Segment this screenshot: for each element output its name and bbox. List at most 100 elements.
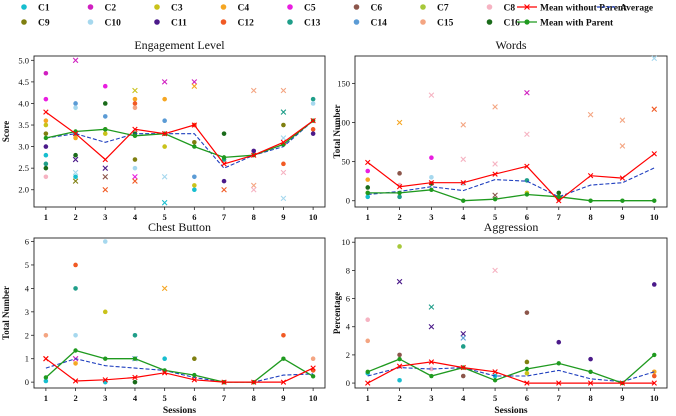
panel-title: Chest Button — [148, 220, 211, 234]
data-point — [221, 178, 227, 184]
x-tick-label: 5 — [163, 212, 167, 222]
data-point-x — [428, 304, 435, 310]
data-point — [365, 338, 371, 344]
x-tick-label: 1 — [44, 393, 48, 403]
mean-with-parent-point — [397, 190, 402, 196]
x-tick-label: 2 — [73, 393, 77, 403]
data-point — [43, 332, 49, 338]
x-tick-label: 8 — [252, 393, 256, 403]
x-tick-label: 10 — [309, 212, 318, 222]
data-point-x — [396, 278, 403, 285]
y-tick-label: 0 — [25, 377, 29, 387]
mean-with-parent-line — [45, 349, 314, 383]
legend-marker-c14 — [353, 19, 360, 25]
data-point-x — [250, 87, 257, 94]
y-tick-label: 10 — [342, 237, 351, 247]
x-tick-label: 9 — [620, 393, 624, 403]
y-tick-label: 150 — [337, 78, 350, 88]
legend-label-c5: C5 — [304, 4, 316, 14]
data-point — [43, 131, 49, 136]
x-tick-label: 2 — [73, 212, 77, 222]
mean-without-parent-point — [221, 161, 227, 167]
data-point-x — [280, 109, 287, 115]
data-point — [162, 144, 167, 149]
data-point — [73, 262, 78, 268]
plot-frame — [354, 237, 668, 389]
x-tick-label: 8 — [588, 393, 592, 403]
panel-title: Words — [495, 38, 526, 52]
data-point — [556, 190, 562, 196]
legend-marker-c13 — [287, 19, 293, 25]
data-point — [221, 131, 227, 136]
data-point-x — [428, 92, 435, 98]
data-point-x — [492, 161, 498, 167]
mean-without-parent-point — [102, 156, 108, 163]
mean-without-parent-point — [72, 130, 79, 137]
legend-line-label-3: Mean with Parent — [540, 19, 614, 29]
data-point — [102, 239, 108, 244]
data-point-x — [280, 135, 287, 141]
legend: C1 C2 C3 C4 C5 C6 C7 C8 C9 C10 C11 C12 C13 C14 C15 C16 M… — [21, 4, 653, 29]
data-point — [43, 152, 49, 158]
mean-without-parent-point — [460, 180, 466, 186]
panel-2: Words 0 50 100 150 1 2 3 4 5 6 7 8 9 10 Total Number — [332, 38, 668, 222]
legend-line-marker-x — [524, 4, 530, 10]
data-point — [310, 101, 316, 106]
data-point-x — [250, 182, 257, 189]
legend-line-label-1: Mean without Parent — [540, 4, 627, 14]
data-point — [43, 144, 49, 149]
y-tick-label: 2.0 — [18, 185, 29, 195]
data-point — [651, 373, 657, 379]
mean-without-parent-line — [367, 361, 655, 384]
average-line — [45, 358, 314, 383]
mean-with-parent-point — [310, 374, 316, 379]
mean-with-parent-line — [45, 120, 314, 159]
y-tick-label: 100 — [337, 118, 350, 128]
data-point — [43, 96, 49, 102]
legend-label-c15: C15 — [437, 19, 454, 29]
mean-with-parent-point — [281, 356, 286, 361]
data-point-x — [524, 89, 530, 96]
mean-with-parent-point — [492, 378, 498, 383]
y-tick-label: 3.5 — [18, 120, 29, 130]
mean-with-parent-point — [73, 348, 78, 353]
mean-without-parent-point — [280, 139, 287, 145]
panel-title: Aggression — [484, 220, 539, 234]
x-axis-label: Sessions — [163, 406, 197, 416]
data-point — [397, 244, 402, 249]
mean-without-parent-point — [556, 380, 562, 386]
data-point — [192, 356, 197, 362]
x-tick-label: 7 — [222, 393, 227, 403]
data-point-x — [460, 122, 467, 128]
x-tick-label: 2 — [397, 212, 401, 222]
data-point — [460, 373, 466, 379]
data-point — [651, 282, 657, 287]
x-tick-label: 6 — [525, 393, 529, 403]
data-point-x — [396, 119, 403, 126]
x-tick-label: 10 — [309, 393, 318, 403]
average-line — [45, 120, 314, 169]
legend-marker-c2 — [87, 4, 94, 10]
panel-title: Engagement Level — [134, 38, 225, 52]
data-point — [102, 114, 108, 119]
data-point — [251, 148, 257, 154]
mean-without-parent-point — [365, 159, 371, 166]
plot-frame — [354, 55, 668, 208]
x-tick-label: 3 — [429, 393, 433, 403]
legend-marker-c8 — [486, 4, 493, 10]
mean-with-parent-point — [556, 361, 561, 366]
legend-label-c11: C11 — [171, 19, 187, 29]
data-point — [524, 359, 530, 365]
y-tick-label: 2 — [25, 330, 29, 340]
mean-with-parent-point — [192, 372, 197, 378]
data-point — [365, 177, 371, 182]
data-point — [73, 286, 78, 291]
x-tick-label: 8 — [252, 212, 256, 222]
plot-frame — [33, 237, 326, 389]
mean-without-parent-point — [161, 130, 168, 137]
mean-without-parent-point — [396, 183, 403, 190]
mean-with-parent-point — [132, 356, 138, 361]
data-point — [397, 377, 402, 383]
mean-with-parent-point — [365, 190, 370, 196]
